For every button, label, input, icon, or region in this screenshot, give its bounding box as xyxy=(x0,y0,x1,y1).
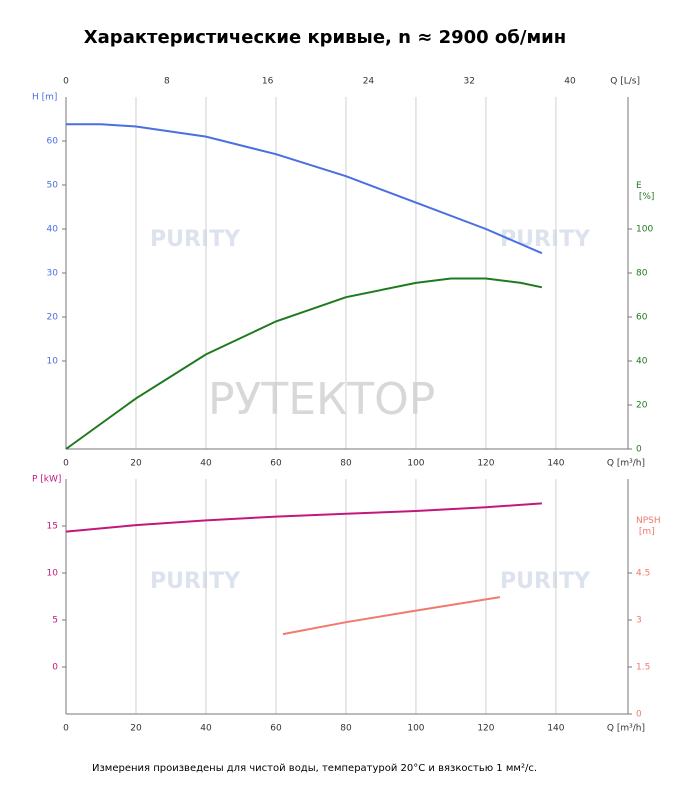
y-tick-label: 40 xyxy=(47,225,59,235)
watermark: PURITY xyxy=(500,569,591,594)
x2-tick-label: 32 xyxy=(464,77,475,87)
x-tick-label: 0 xyxy=(63,459,69,469)
y-tick-label: 10 xyxy=(47,569,59,579)
y-axis-label: P [kW] xyxy=(32,475,61,485)
page-title: Характеристические кривые, n ≈ 2900 об/м… xyxy=(84,27,566,48)
x-tick-label: 60 xyxy=(270,724,282,734)
y2-axis-label: NPSH [m] xyxy=(636,516,661,537)
x-tick-label: 80 xyxy=(340,459,352,469)
curve xyxy=(66,123,543,255)
x-tick-label: 100 xyxy=(407,459,424,469)
footnote: Измерения произведены для чистой воды, т… xyxy=(92,763,537,774)
y2-tick-label: 3 xyxy=(636,616,642,626)
x-tick-label: 60 xyxy=(270,459,282,469)
y2-tick-label: 1.5 xyxy=(636,663,650,673)
x2-axis-label: Q [L/s] xyxy=(610,77,640,87)
x2-tick-label: 0 xyxy=(63,77,69,87)
y2-axis-label: E [%] xyxy=(636,181,654,202)
y-tick-label: 0 xyxy=(52,663,58,673)
y-tick-label: 60 xyxy=(47,137,59,147)
y2-tick-label: 80 xyxy=(636,269,648,279)
x-tick-label: 20 xyxy=(130,724,142,734)
y2-tick-label: 100 xyxy=(636,225,653,235)
x-tick-label: 20 xyxy=(130,459,142,469)
x-tick-label: 120 xyxy=(477,724,494,734)
curve xyxy=(65,277,543,450)
y-tick-label: 50 xyxy=(47,181,59,191)
x-axis-label: Q [m³/h] xyxy=(607,724,645,734)
y-tick-label: 20 xyxy=(47,313,59,323)
y2-tick-label: 40 xyxy=(636,357,648,367)
y2-tick-label: 0 xyxy=(636,445,642,455)
x-tick-label: 80 xyxy=(340,724,352,734)
x-tick-label: 140 xyxy=(547,459,564,469)
y2-tick-label: 20 xyxy=(636,401,648,411)
x-tick-label: 140 xyxy=(547,724,564,734)
x-tick-label: 0 xyxy=(63,724,69,734)
y-axis-label: H [m] xyxy=(32,93,57,103)
x-axis-label: Q [m³/h] xyxy=(607,459,645,469)
x-tick-label: 100 xyxy=(407,724,424,734)
y-tick-label: 5 xyxy=(52,616,58,626)
x2-tick-label: 24 xyxy=(363,77,375,87)
curve xyxy=(282,596,501,636)
x2-tick-label: 40 xyxy=(564,77,576,87)
x-tick-label: 40 xyxy=(200,724,212,734)
watermark: PURITY xyxy=(150,227,241,252)
watermark: РУТЕКТОР xyxy=(208,374,435,425)
x2-tick-label: 8 xyxy=(164,77,170,87)
y2-tick-label: 4.5 xyxy=(636,569,650,579)
y-tick-label: 30 xyxy=(47,269,59,279)
x-tick-label: 120 xyxy=(477,459,494,469)
y2-tick-label: 60 xyxy=(636,313,648,323)
y-tick-label: 10 xyxy=(47,357,59,367)
y-tick-label: 15 xyxy=(47,522,58,532)
watermark: PURITY xyxy=(500,227,591,252)
watermark: PURITY xyxy=(150,569,241,594)
x-tick-label: 40 xyxy=(200,459,212,469)
y2-tick-label: 0 xyxy=(636,710,642,720)
x2-tick-label: 16 xyxy=(262,77,274,87)
curve xyxy=(65,502,542,533)
